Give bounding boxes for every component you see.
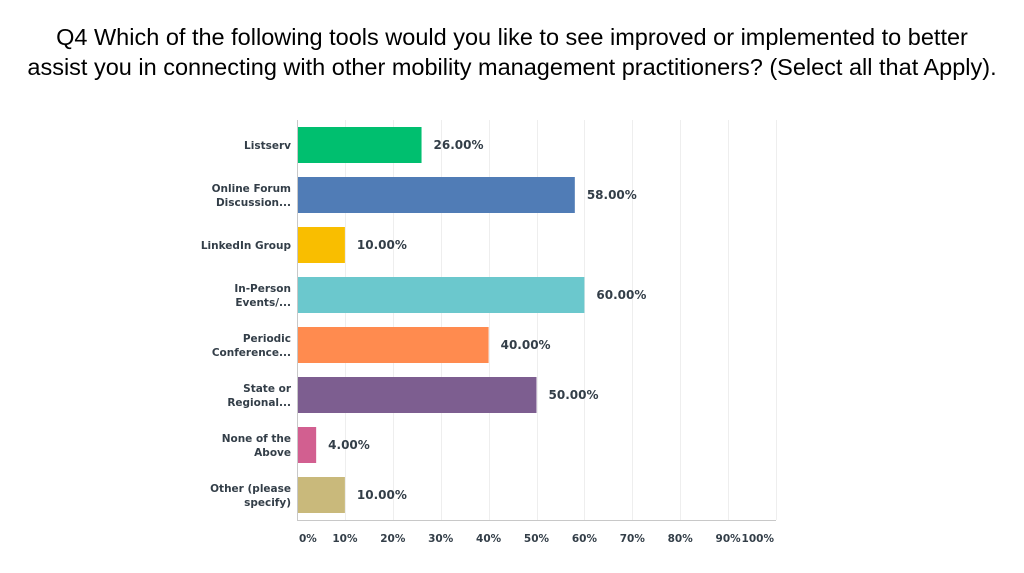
category-label: State or Regional... [227, 383, 291, 409]
x-tick-label: 50% [524, 533, 550, 545]
category-label: Online Forum Discussion... [212, 183, 291, 209]
category-label-line: None of the [222, 433, 291, 445]
category-label: Listserv [244, 140, 291, 152]
category-label-line: LinkedIn Group [201, 240, 292, 252]
x-tick-label: 80% [668, 533, 694, 545]
category-label: In-Person Events/... [234, 283, 291, 309]
category-label-line: Periodic [243, 333, 291, 345]
category-label-line: Other (please [210, 483, 291, 495]
category-label-line: Online Forum [212, 183, 291, 195]
bar [298, 427, 317, 463]
x-tick-label: 70% [620, 533, 646, 545]
x-tick-label: 30% [428, 533, 454, 545]
category-label-line: Discussion... [216, 197, 291, 209]
chart-title-line-2: assist you in connecting with other mobi… [27, 54, 997, 80]
bar [298, 177, 575, 213]
category-label-line: In-Person [234, 283, 291, 295]
bar [298, 377, 537, 413]
chart-title: Q4 Which of the following tools would yo… [0, 22, 1024, 82]
category-label-line: specify) [244, 497, 291, 509]
bars [298, 127, 585, 513]
data-label: 26.00% [434, 138, 484, 152]
data-label: 10.00% [357, 238, 407, 252]
bar [298, 277, 585, 313]
data-label: 4.00% [328, 438, 370, 452]
bar [298, 227, 345, 263]
category-label: None of the Above [222, 433, 291, 459]
category-label-line: Events/... [235, 297, 291, 309]
chart-title-line-1: Q4 Which of the following tools would yo… [56, 24, 968, 50]
x-tick-label: 90% [716, 533, 742, 545]
data-label: 58.00% [587, 188, 637, 202]
category-label: LinkedIn Group [201, 240, 292, 252]
bar [298, 127, 422, 163]
bar [298, 327, 489, 363]
category-label-line: State or [243, 383, 292, 395]
data-label: 60.00% [596, 288, 646, 302]
data-label: 40.00% [501, 338, 551, 352]
category-label-line: Listserv [244, 140, 291, 152]
category-label: Other (please specify) [210, 483, 291, 509]
x-tick-label: 40% [476, 533, 502, 545]
data-label: 50.00% [549, 388, 599, 402]
category-label-line: Regional... [227, 397, 291, 409]
x-tick-label: 60% [572, 533, 598, 545]
x-tick-label: 10% [332, 533, 358, 545]
category-label-line: Conference... [212, 347, 291, 359]
axes [297, 120, 776, 521]
category-label: Periodic Conference... [212, 333, 291, 359]
x-tick-label: 20% [380, 533, 406, 545]
data-label: 10.00% [357, 488, 407, 502]
labels: 0% 10% 20% 30% 40% 50% 60% 70% 80% 90% 100% 26.00% L… [201, 138, 775, 545]
category-label-line: Above [254, 447, 291, 459]
x-tick-label: 100% [742, 533, 775, 545]
bar [298, 477, 345, 513]
x-tick-label: 0% [299, 533, 317, 545]
